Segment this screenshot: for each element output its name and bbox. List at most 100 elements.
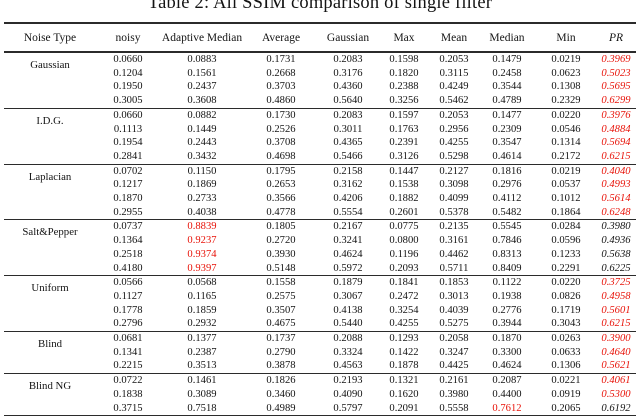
table-cell: 0.0883 [187, 54, 217, 65]
table-row: 0.1127 0.1165 0.2575 0.3067 0.2472 0.3013 0.19… [4, 290, 636, 304]
table-cell: 0.2161 [430, 373, 478, 388]
table-cell: 0.5554 [333, 206, 363, 218]
table-cell: 0.1538 [389, 179, 419, 191]
table-row: 0.1778 0.1859 0.3507 0.4138 0.3254 0.4039 0.27… [4, 304, 636, 318]
table-row: Gaussian 0.0660 0.0883 0.1731 0.2083 0.1598 0.… [4, 52, 636, 71]
table-row: Blind 0.0681 0.1377 0.1737 0.2088 0.1293 0.205… [4, 331, 636, 374]
table-cell: 0.5694 [601, 137, 631, 149]
table-cell: 0.1597 [378, 107, 430, 123]
table-cell: 0.3608 [187, 95, 217, 107]
table-cell: 0.4624 [333, 248, 363, 260]
table-cell: 0.3566 [266, 193, 296, 205]
table-cell: 0.0702 [96, 163, 160, 179]
table-cell: 0.2518 [113, 248, 143, 260]
column-header-mean: Mean [430, 23, 478, 53]
table-cell: 0.1878 [389, 360, 419, 372]
table-body: Gaussian 0.0660 0.0883 0.1731 0.2083 0.1598 0.… [4, 52, 636, 418]
table-cell: 0.4936 [601, 235, 631, 247]
table-cell: 0.1859 [187, 304, 217, 316]
table-cell: 0.2065 [551, 402, 581, 414]
table-cell: 0.8839 [160, 219, 244, 235]
table-cell: 0.2458 [492, 67, 522, 79]
table-cell: 0.3115 [439, 67, 469, 79]
noise-type-label: Blind [4, 331, 96, 374]
table-cell: 0.3300 [492, 346, 522, 358]
table-cell: 0.1477 [478, 107, 536, 123]
table-cell: 0.3254 [389, 304, 419, 316]
table-cell: 0.1377 [160, 331, 244, 346]
table-cell: 0.0537 [551, 179, 581, 191]
noise-type-label: Gaussian [30, 59, 70, 71]
table-row: 0.1204 0.1561 0.2668 0.3176 0.1820 0.3115 0.24… [4, 67, 636, 81]
table-cell: 0.3980 [439, 388, 469, 400]
table-cell: 0.5972 [333, 262, 363, 274]
table-cell: 0.3878 [266, 360, 296, 372]
table-cell: 0.4206 [333, 193, 363, 205]
table-row: 0.2841 0.3432 0.4698 0.5466 0.3126 0.5298 0.46… [4, 150, 636, 164]
table-cell: 0.9397 [187, 262, 217, 274]
table-cell: 0.4249 [439, 81, 469, 93]
table-cell: 0.2083 [333, 54, 363, 65]
table-row: 0.3715 0.7518 0.4989 0.5797 0.2091 0.5558 0.76… [4, 402, 636, 418]
column-header-noise-type: Noise Type [4, 23, 96, 53]
table-cell: 0.3930 [266, 248, 296, 260]
table-cell: 0.1308 [551, 81, 581, 93]
table-cell: 0.1447 [378, 163, 430, 179]
table-cell: 0.8409 [492, 262, 522, 274]
table-cell: 0.2388 [389, 81, 419, 93]
table-cell: 0.2291 [551, 262, 581, 274]
table-cell: 0.0660 [113, 54, 143, 65]
table-cell: 0.5614 [601, 193, 631, 205]
table-cell: 0.4400 [492, 388, 522, 400]
table-cell: 0.5695 [601, 81, 631, 93]
table-cell: 0.4563 [333, 360, 363, 372]
table-cell: 0.0284 [536, 219, 596, 235]
column-header-noisy: noisy [96, 23, 160, 53]
table-cell: 0.6299 [601, 95, 631, 107]
table-cell: 0.3162 [333, 179, 363, 191]
table-row: I.D.G. 0.0660 0.0882 0.1730 0.2083 0.1597 0.20… [4, 107, 636, 165]
noise-type-label: Laplacian [4, 163, 96, 220]
table-cell: 0.3089 [187, 388, 217, 400]
table-cell: 0.3126 [389, 150, 419, 162]
table-cell: 0.2391 [389, 137, 419, 149]
table-cell: 0.4778 [266, 206, 296, 218]
table-cell: 0.2443 [187, 137, 217, 149]
table-cell: 0.4040 [596, 163, 636, 179]
table-cell: 0.1730 [244, 107, 318, 123]
table-cell: 0.9374 [187, 248, 217, 260]
table-cell: 0.2053 [439, 54, 469, 65]
table-cell: 0.1217 [113, 179, 143, 191]
table-cell: 0.0681 [96, 331, 160, 346]
table-cell: 0.1461 [160, 373, 244, 388]
table-cell: 0.0221 [536, 373, 596, 388]
table-cell: 0.2172 [551, 150, 581, 162]
ssim-comparison-table: Noise Type noisy Adaptive Median Average… [4, 22, 636, 418]
table-cell: 0.2796 [113, 318, 143, 330]
table-cell: 0.2309 [492, 123, 522, 135]
table-cell: 0.1422 [389, 346, 419, 358]
table-cell: 0.3324 [333, 346, 363, 358]
table-row: 0.1950 0.2437 0.3703 0.4360 0.2388 0.4249 0.35… [4, 80, 636, 94]
table-cell: 0.2575 [266, 290, 296, 302]
table-cell: 0.4099 [439, 193, 469, 205]
table-cell: 0.2841 [113, 150, 143, 162]
table-cell: 0.1870 [478, 331, 536, 346]
table-cell: 0.1558 [244, 275, 318, 290]
table-cell: 0.0623 [551, 67, 581, 79]
table-cell: 0.1869 [187, 179, 217, 191]
table-cell: 0.1127 [113, 290, 143, 302]
table-row: 0.1341 0.2387 0.2790 0.3324 0.1422 0.3247 0.33… [4, 346, 636, 360]
table-cell: 0.1341 [113, 346, 143, 358]
table-cell: 0.1795 [244, 163, 318, 179]
table-cell: 0.0219 [551, 54, 581, 65]
table-cell: 0.1882 [389, 193, 419, 205]
table-cell: 0.4989 [266, 402, 296, 414]
table-cell: 0.0566 [96, 275, 160, 290]
table-cell: 0.4425 [439, 360, 469, 372]
table-cell: 0.3011 [333, 123, 363, 135]
table-cell: 0.2167 [318, 219, 378, 235]
table-cell: 0.3043 [551, 318, 581, 330]
table-cell: 0.6215 [601, 318, 631, 330]
table-cell: 0.3247 [439, 346, 469, 358]
